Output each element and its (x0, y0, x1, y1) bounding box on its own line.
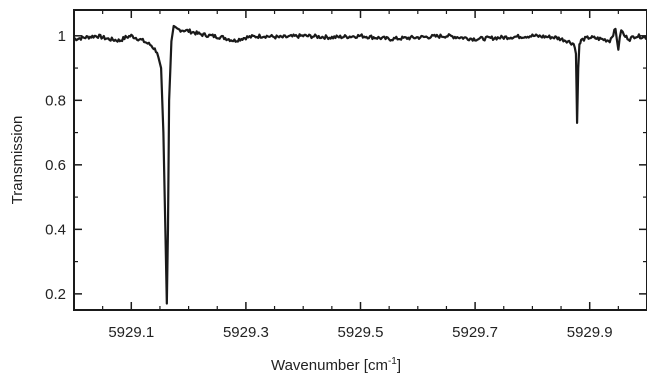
x-axis-label: Wavenumber [cm-1] (271, 356, 401, 374)
y-tick-label: 0.6 (45, 157, 66, 174)
x-axis-label-end: ] (397, 357, 401, 374)
y-tick-label: 1 (58, 28, 66, 45)
y-tick-label: 0.4 (45, 221, 66, 238)
y-tick-label: 0.8 (45, 92, 66, 109)
transmission-series-line (73, 24, 647, 305)
x-tick-label: 5929.1 (108, 324, 154, 341)
y-tick-label: 0.2 (45, 286, 66, 303)
plot-frame (73, 9, 647, 311)
x-tick-label: 5929.9 (567, 324, 613, 341)
ticks-layer (73, 10, 647, 310)
x-tick-label: 5929.3 (223, 324, 269, 341)
x-tick-label: 5929.7 (452, 324, 498, 341)
x-tick-label: 5929.5 (338, 324, 384, 341)
x-axis-label-main: Wavenumber [cm (271, 357, 388, 374)
tick-labels-layer: 5929.1 5929.3 5929.5 5929.7 5929.9 0.2 0.4 0.6 0… (45, 28, 613, 341)
y-axis-label: Transmission (9, 116, 26, 205)
x-axis-label-superscript: -1 (388, 356, 397, 367)
series-layer (73, 24, 647, 305)
